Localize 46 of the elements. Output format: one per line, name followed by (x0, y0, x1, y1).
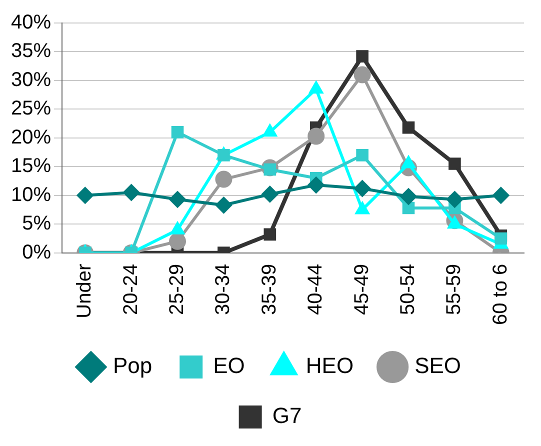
y-tick-label: 30% (11, 68, 52, 91)
y-tick-label: 15% (11, 155, 52, 178)
point (76, 186, 94, 204)
point (448, 158, 461, 170)
point (261, 186, 278, 203)
legend-label: SEO (414, 353, 462, 378)
x-tick-label: 55-59 (443, 264, 466, 315)
point (354, 66, 371, 84)
point (169, 190, 186, 208)
x-tick-label: 45-49 (350, 264, 373, 315)
y-tick-label: 20% (11, 126, 52, 148)
point (308, 128, 325, 145)
x-tick-label: 50-54 (397, 264, 420, 315)
legend-label: G7 (272, 403, 302, 428)
x-tick-label: 60 to 6 (489, 264, 512, 326)
point (218, 149, 230, 162)
y-tick-label: 5% (22, 212, 52, 235)
point (354, 180, 371, 197)
y-tick-label: 0% (22, 241, 52, 264)
point (308, 176, 325, 194)
point (122, 184, 140, 202)
point (356, 50, 368, 62)
y-tick-label: 35% (11, 40, 52, 62)
x-tick-label: 30-34 (212, 264, 234, 315)
x-tick-label: 25-29 (166, 264, 188, 315)
x-tick-label: 35-39 (258, 264, 280, 315)
point (171, 126, 184, 138)
x-tick-label: 20-24 (120, 264, 142, 315)
point (356, 149, 368, 162)
y-tick-label: 10% (11, 184, 52, 206)
point (446, 190, 464, 208)
point (215, 196, 232, 214)
point (400, 188, 418, 206)
legend-label: EO (213, 353, 245, 378)
legend-label: HEO (306, 353, 354, 378)
point (402, 121, 415, 134)
legend-label: Pop (112, 353, 152, 378)
point (492, 186, 510, 204)
point (494, 232, 508, 245)
x-tick-label: 40-44 (304, 264, 327, 315)
x-tick-label: Under (74, 264, 96, 318)
y-tick-label: 40% (11, 12, 52, 34)
point (215, 170, 232, 188)
y-tick-label: 25% (11, 98, 52, 120)
point (264, 228, 276, 241)
point (169, 232, 186, 250)
